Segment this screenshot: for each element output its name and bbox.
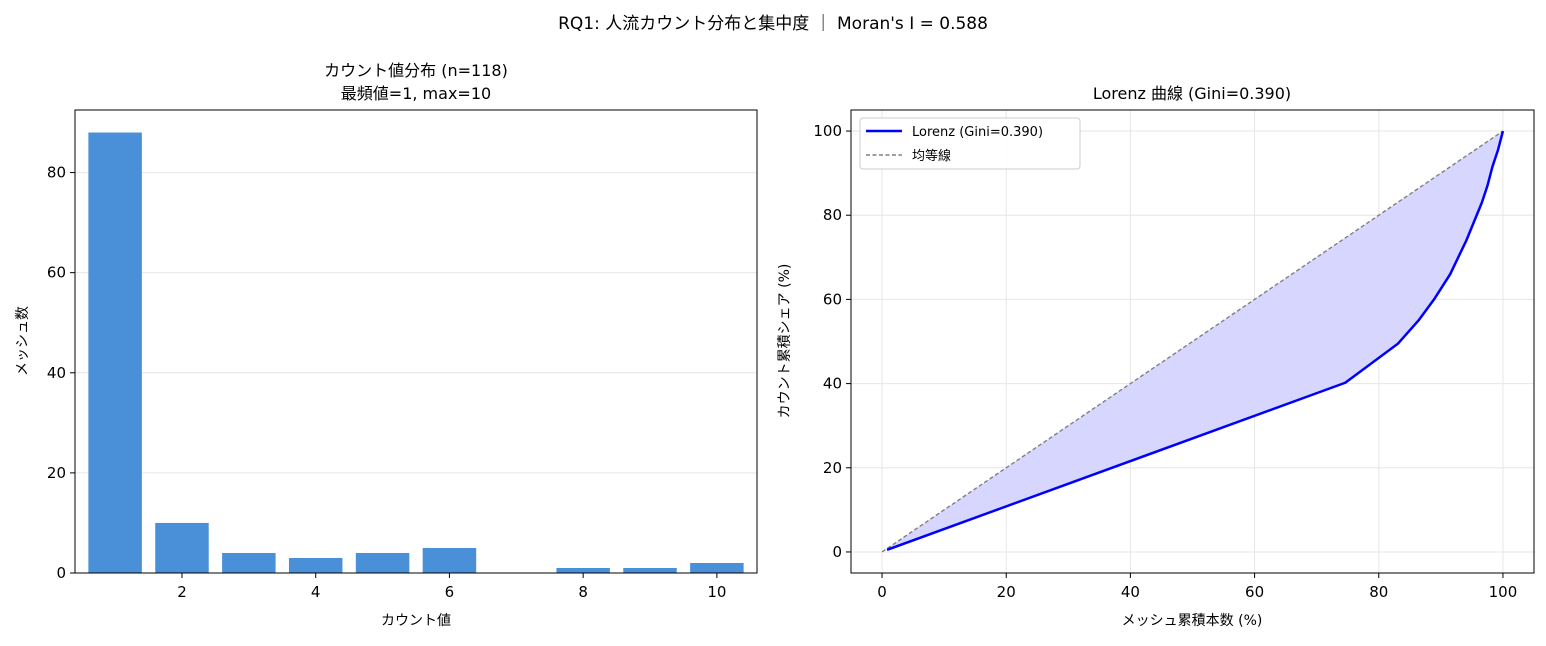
lorenz-chart-y-axis-label: カウント累積シェア (%)	[777, 264, 793, 419]
bar-chart-title-line1: カウント値分布 (n=118)	[324, 61, 508, 80]
x-tick-label: 40	[1121, 583, 1140, 601]
x-tick-label: 80	[1369, 583, 1388, 601]
y-tick-label: 60	[47, 264, 66, 282]
bar-chart-frame	[74, 109, 758, 574]
y-tick-label: 60	[823, 290, 842, 308]
count-distribution-chart: カウント値分布 (n=118) 最頻値=1, max=10 2 4 6 8 10 0 20…	[15, 61, 758, 629]
x-tick-label: 2	[177, 583, 187, 601]
x-tick-label: 6	[445, 583, 455, 601]
y-tick-label: 0	[56, 564, 66, 582]
legend-box	[859, 117, 1081, 170]
bar	[355, 552, 410, 573]
x-tick-label: 100	[1489, 583, 1518, 601]
lorenz-chart-y-ticks: 0 20 40 60 80 100	[813, 122, 851, 561]
lorenz-chart-x-axis-label: メッシュ累積本数 (%)	[1122, 613, 1263, 629]
bar	[155, 522, 209, 573]
lorenz-chart-title: Lorenz 曲線 (Gini=0.390)	[1093, 84, 1291, 103]
bar	[623, 567, 677, 573]
lorenz-chart-frame	[850, 109, 1535, 574]
bar-chart-bars	[88, 132, 744, 573]
x-tick-label: 10	[707, 583, 726, 601]
lorenz-chart-x-ticks: 0 20 40 60 80 100	[877, 573, 1517, 601]
y-tick-label: 80	[823, 206, 842, 224]
legend-label-equality: 均等線	[912, 148, 951, 164]
bar-chart-x-ticks: 2 4 6 8 10	[177, 573, 726, 601]
lorenz-curve-line	[886, 130, 1505, 552]
bar-chart-y-axis-label: メッシュ数	[15, 306, 31, 376]
bar-chart-y-ticks: 0 20 40 60 80	[47, 164, 75, 582]
bar	[556, 567, 610, 573]
x-tick-label: 4	[311, 583, 321, 601]
x-tick-label: 20	[997, 583, 1016, 601]
bar	[88, 132, 142, 573]
bar-chart-title-line2: 最頻値=1, max=10	[341, 84, 491, 103]
y-tick-label: 0	[832, 543, 842, 561]
x-tick-label: 0	[877, 583, 887, 601]
lorenz-chart-legend: Lorenz (Gini=0.390) 均等線	[859, 117, 1081, 170]
legend-label-lorenz: Lorenz (Gini=0.390)	[912, 125, 1043, 140]
bar-chart-gridlines	[75, 172, 757, 474]
y-tick-label: 20	[47, 464, 66, 482]
x-tick-label: 60	[1245, 583, 1264, 601]
figure-suptitle: RQ1: 人流カウント分布と集中度 ｜ Moran's I = 0.588	[558, 14, 988, 34]
y-tick-label: 20	[823, 459, 842, 477]
y-tick-label: 40	[823, 375, 842, 393]
bar	[222, 552, 276, 573]
y-tick-label: 40	[47, 364, 66, 382]
equality-line	[881, 130, 1504, 553]
bar	[690, 562, 744, 573]
x-tick-label: 8	[578, 583, 588, 601]
lorenz-chart-plot-area	[881, 130, 1505, 553]
y-tick-label: 100	[813, 122, 842, 140]
bar	[288, 557, 343, 573]
bar	[422, 547, 477, 573]
y-tick-label: 80	[47, 164, 66, 182]
bar-chart-x-axis-label: カウント値	[381, 613, 451, 629]
lorenz-curve-chart: Lorenz 曲線 (Gini=0.390) 0 20 40 60 80 100 0 20 4…	[777, 84, 1535, 629]
